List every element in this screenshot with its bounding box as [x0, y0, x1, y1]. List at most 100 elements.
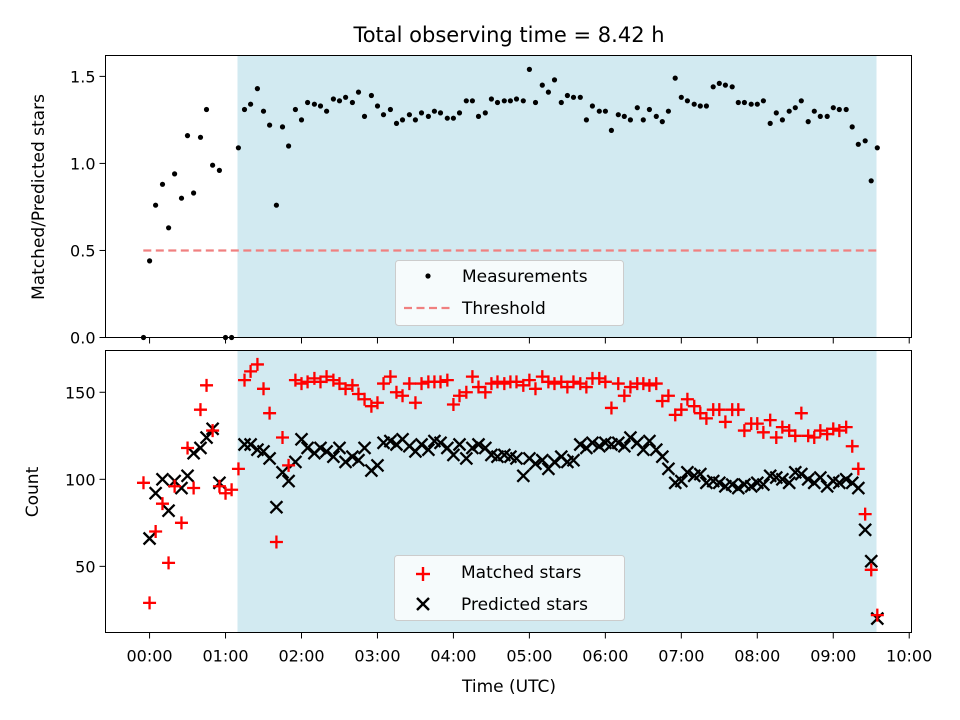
measurement-point — [779, 117, 786, 123]
predicted-star-point — [332, 441, 347, 455]
predicted-star-point — [775, 472, 790, 487]
measurement-point — [672, 75, 678, 81]
predicted-star-point — [851, 481, 866, 495]
predicted-star-point — [642, 434, 657, 448]
matched-star-point — [528, 382, 542, 396]
predicted-star-point — [269, 500, 284, 514]
matched-legend-marker — [416, 567, 430, 581]
predicted-star-point — [357, 441, 372, 455]
predicted-star-point — [674, 474, 689, 488]
matched-star-point — [383, 370, 397, 384]
matched-star-point — [788, 429, 802, 443]
predicted-star-point — [262, 451, 277, 466]
predicted-star-point — [142, 531, 157, 546]
predicted-star-point — [161, 503, 176, 518]
predicted-star-point — [585, 435, 600, 450]
x-axis-label: Time (UTC) — [461, 677, 556, 697]
predicted-star-point — [636, 442, 651, 457]
matched-star-point — [826, 422, 840, 436]
count-legend: Matched stars Predicted stars — [394, 555, 625, 621]
measurement-point — [627, 117, 634, 123]
measurement-point — [374, 103, 381, 109]
measurement-point — [210, 162, 216, 168]
measurement-point — [646, 106, 653, 113]
measurement-point — [577, 94, 583, 100]
matched-star-point — [136, 476, 150, 490]
y-tick-label: 1.5 — [70, 67, 95, 86]
measurement-point — [305, 99, 311, 106]
measurement-point — [456, 110, 463, 116]
matched-star-point — [756, 425, 770, 439]
matched-star-point — [794, 406, 808, 420]
measurement-point — [450, 115, 456, 121]
predicted-star-point — [155, 472, 170, 487]
measurement-point — [361, 113, 368, 119]
measurement-point — [286, 143, 292, 149]
measurement-point — [874, 145, 880, 151]
matched-star-point — [699, 411, 713, 425]
matched-star-point — [864, 563, 878, 577]
matched-star-point — [200, 378, 214, 392]
measurement-point — [475, 113, 482, 119]
predicted-star-point — [351, 453, 366, 467]
measurement-point — [564, 92, 571, 99]
measurement-point — [153, 202, 159, 208]
matched-star-point — [617, 389, 631, 403]
measurement-point — [355, 89, 362, 95]
predicted-star-point — [237, 437, 252, 452]
matched-star-point — [358, 392, 372, 406]
matched-star-point — [858, 507, 872, 521]
measurement-point — [754, 101, 760, 107]
predicted-star-point — [661, 462, 676, 476]
measurement-point — [868, 178, 874, 184]
measurement-point — [748, 101, 754, 107]
measurement-point — [811, 108, 817, 114]
measurement-point — [513, 96, 520, 102]
measurement-point — [570, 94, 577, 100]
matched-star-point — [731, 403, 745, 417]
matched-star-point — [566, 375, 580, 389]
measurement-point — [558, 99, 564, 106]
x-tick-label: 04:00 — [430, 647, 476, 666]
measurement-point — [862, 138, 868, 144]
measurement-point — [172, 171, 178, 177]
matched-star-point — [478, 385, 492, 399]
matched-star-point — [377, 377, 391, 391]
matched-star-point — [687, 399, 701, 413]
matched-star-point — [446, 397, 460, 411]
measurement-point — [697, 103, 703, 109]
predicted-star-point — [275, 465, 290, 480]
legend-matched-label: Matched stars — [461, 563, 581, 583]
matched-star-point — [206, 424, 220, 438]
ratio-plot-frame — [105, 55, 912, 338]
x-tick-label: 08:00 — [734, 647, 780, 666]
measurement-point — [792, 105, 798, 111]
measurement-point — [805, 119, 811, 125]
count-legend-box — [394, 555, 625, 621]
measurement-point — [349, 99, 355, 106]
matched-star-point — [471, 380, 485, 394]
matched-star-point — [396, 389, 410, 403]
predicted-star-point — [813, 470, 828, 485]
matched-star-point — [680, 392, 694, 406]
measurement-point — [380, 112, 387, 118]
measurement-points — [140, 66, 880, 341]
measurement-point — [545, 89, 552, 95]
measurement-point — [589, 103, 596, 109]
matched-star-point — [801, 429, 815, 443]
predicted-star-point — [516, 469, 531, 483]
measurement-point — [273, 202, 279, 208]
measurement-point — [469, 98, 475, 104]
measurement-point — [824, 113, 830, 119]
matched-star-point — [642, 378, 656, 392]
x-tick-label: 02:00 — [278, 647, 324, 666]
measurement-point — [659, 119, 665, 125]
matched-star-point — [750, 417, 764, 431]
measurement-point — [298, 117, 305, 123]
measurement-point — [710, 84, 716, 90]
measurement-point — [741, 99, 748, 106]
matched-star-point — [845, 439, 859, 453]
measurement-point — [539, 82, 545, 88]
measurement-point — [463, 98, 469, 104]
